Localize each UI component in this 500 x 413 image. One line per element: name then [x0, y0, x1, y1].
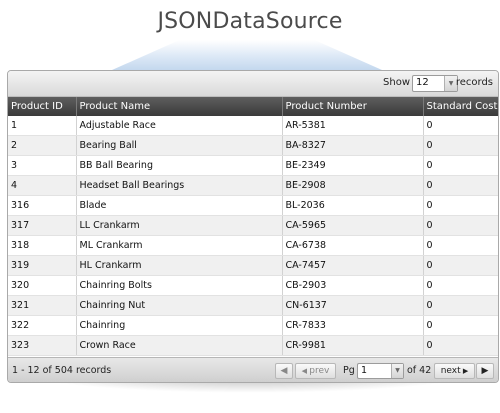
page-count-label: of 42: [407, 365, 432, 376]
cell-product-id: 3: [8, 155, 77, 176]
record-status: 1 - 12 of 504 records: [12, 365, 112, 376]
prev-button[interactable]: ◀ prev: [295, 363, 336, 379]
cell-product-name: HL Crankarm: [76, 255, 283, 276]
table-header-row: Product ID Product Name Product Number S…: [8, 97, 498, 116]
cell-product-name: Chainring Bolts: [76, 275, 283, 296]
cell-product-number: CA-6738: [282, 235, 424, 256]
column-header-product-id[interactable]: Product ID: [8, 97, 77, 116]
cell-product-id: 318: [8, 235, 77, 256]
table-row[interactable]: 319 HL Crankarm CA-7457 0: [8, 255, 498, 276]
cell-standard-cost: 0: [423, 295, 498, 316]
cell-product-name: Chainring: [76, 315, 283, 336]
page-size-value: 12: [416, 77, 429, 88]
cell-standard-cost: 0: [423, 135, 498, 156]
cell-product-number: BL-2036: [282, 195, 424, 216]
cell-product-name: ML Crankarm: [76, 235, 283, 256]
column-header-standard-cost[interactable]: Standard Cost: [423, 97, 498, 116]
grid-toolbar: Show 12 ▼ records: [8, 71, 498, 97]
table-row[interactable]: 322 Chainring CR-7833 0: [8, 315, 498, 336]
cell-product-name: Bearing Ball: [76, 135, 283, 156]
cell-standard-cost: 0: [423, 155, 498, 176]
table-row[interactable]: 318 ML Crankarm CA-6738 0: [8, 235, 498, 256]
page-title: JSONDataSource: [157, 9, 343, 34]
cell-product-number: CA-7457: [282, 255, 424, 276]
cell-product-number: BE-2349: [282, 155, 424, 176]
chevron-down-icon[interactable]: ▼: [391, 364, 403, 378]
cell-product-id: 316: [8, 195, 77, 216]
cell-product-id: 319: [8, 255, 77, 276]
page-size-select[interactable]: 12 ▼: [412, 75, 458, 92]
cell-product-name: Crown Race: [76, 335, 283, 356]
first-page-icon[interactable]: ◀: [275, 363, 293, 379]
table-row[interactable]: 2 Bearing Ball BA-8327 0: [8, 135, 498, 156]
cell-product-id: 317: [8, 215, 77, 236]
cell-product-number: AR-5381: [282, 116, 424, 136]
cell-product-number: BE-2908: [282, 175, 424, 196]
cell-product-number: BA-8327: [282, 135, 424, 156]
cell-standard-cost: 0: [423, 235, 498, 256]
next-button[interactable]: next ▶: [434, 363, 475, 379]
cell-product-number: CR-9981: [282, 335, 424, 356]
cell-product-id: 323: [8, 335, 77, 356]
cell-standard-cost: 0: [423, 255, 498, 276]
cell-product-name: BB Ball Bearing: [76, 155, 283, 176]
cell-product-name: Chainring Nut: [76, 295, 283, 316]
cell-product-name: LL Crankarm: [76, 215, 283, 236]
cell-standard-cost: 0: [423, 215, 498, 236]
next-label: next: [440, 366, 461, 376]
cell-product-id: 1: [8, 116, 77, 136]
cell-standard-cost: 0: [423, 275, 498, 296]
cell-product-name: Blade: [76, 195, 283, 216]
column-header-product-number[interactable]: Product Number: [282, 97, 424, 116]
table-row[interactable]: 3 BB Ball Bearing BE-2349 0: [8, 155, 498, 176]
show-label: Show: [383, 77, 410, 88]
pager-bar: 1 - 12 of 504 records ◀ ◀ prev Pg 1 ▼ of…: [8, 357, 498, 382]
cell-product-id: 322: [8, 315, 77, 336]
cell-product-id: 321: [8, 295, 77, 316]
current-page-value: 1: [361, 365, 368, 376]
cell-product-id: 2: [8, 135, 77, 156]
title-glow: [112, 40, 382, 70]
chevron-down-icon[interactable]: ▼: [444, 76, 457, 91]
prev-label: prev: [309, 366, 330, 376]
cell-standard-cost: 0: [423, 175, 498, 196]
last-page-icon[interactable]: ▶: [476, 363, 494, 379]
table-row[interactable]: 317 LL Crankarm CA-5965 0: [8, 215, 498, 236]
table-row[interactable]: 4 Headset Ball Bearings BE-2908 0: [8, 175, 498, 196]
table-row[interactable]: 320 Chainring Bolts CB-2903 0: [8, 275, 498, 296]
cell-product-number: CN-6137: [282, 295, 424, 316]
table-row[interactable]: 321 Chainring Nut CN-6137 0: [8, 295, 498, 316]
table-row[interactable]: 316 Blade BL-2036 0: [8, 195, 498, 216]
cell-product-id: 4: [8, 175, 77, 196]
data-grid: Show 12 ▼ records Product ID Product Nam…: [7, 70, 499, 383]
products-table: Product ID Product Name Product Number S…: [8, 97, 498, 356]
cell-standard-cost: 0: [423, 195, 498, 216]
cell-product-name: Adjustable Race: [76, 116, 283, 136]
cell-product-number: CR-7833: [282, 315, 424, 336]
table-row[interactable]: 1 Adjustable Race AR-5381 0: [8, 116, 498, 136]
cell-standard-cost: 0: [423, 335, 498, 356]
cell-product-id: 320: [8, 275, 77, 296]
cell-standard-cost: 0: [423, 116, 498, 136]
column-header-product-name[interactable]: Product Name: [76, 97, 283, 116]
records-label: records: [455, 77, 493, 88]
table-row[interactable]: 323 Crown Race CR-9981 0: [8, 335, 498, 356]
page-select[interactable]: 1 ▼: [357, 363, 404, 379]
cell-product-number: CB-2903: [282, 275, 424, 296]
cell-product-name: Headset Ball Bearings: [76, 175, 283, 196]
cell-standard-cost: 0: [423, 315, 498, 336]
pg-label: Pg: [343, 365, 355, 376]
cell-product-number: CA-5965: [282, 215, 424, 236]
